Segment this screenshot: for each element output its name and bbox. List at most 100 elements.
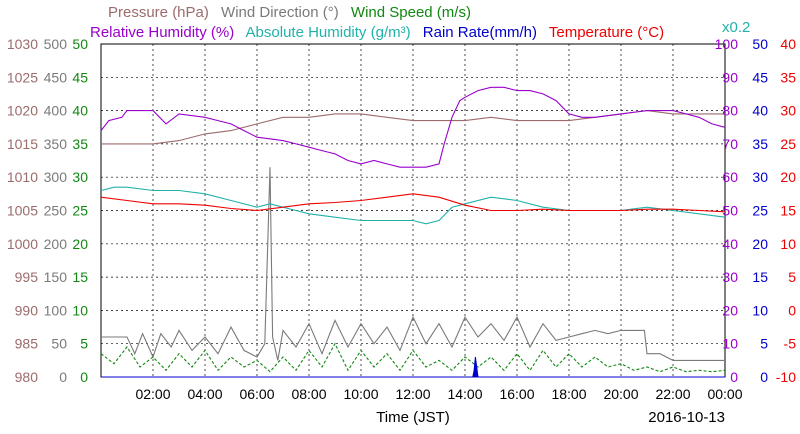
series-rain-rate (101, 356, 725, 378)
x-tick-label: 18:00 (551, 386, 586, 402)
y-tick-rain-rate: 0 (760, 369, 768, 385)
legend-rain-rate: Rain Rate(mm/h) (423, 24, 537, 41)
x-tick-label: 00:00 (707, 386, 742, 402)
y-tick-rain-rate: 45 (752, 69, 768, 85)
y-tick-wind-speed: 35 (72, 136, 88, 152)
x-tick-label: 06:00 (239, 386, 274, 402)
x-tick-label: 22:00 (655, 386, 690, 402)
legend-temperature: Temperature (°C) (549, 24, 664, 41)
y-tick-wind-speed: 40 (72, 103, 88, 119)
y-tick-wind-direction: 50 (51, 336, 67, 352)
y-tick-rain-rate: 20 (752, 236, 768, 252)
y-tick-wind-speed: 30 (72, 169, 88, 185)
x-tick-label: 12:00 (395, 386, 430, 402)
y-tick-rain-rate: 10 (752, 302, 768, 318)
y-tick-pressure: 985 (15, 336, 39, 352)
y-tick-pressure: 980 (15, 369, 39, 385)
y-tick-rain-rate: 40 (752, 103, 768, 119)
x-tick-label: 14:00 (447, 386, 482, 402)
y-tick-relative-humidity: 30 (722, 269, 738, 285)
y-tick-rain-rate: 50 (752, 36, 768, 52)
legend: Pressure (hPa) Wind Direction (°) Wind S… (90, 4, 750, 41)
y-tick-rain-rate: 30 (752, 169, 768, 185)
y-tick-temperature: 15 (780, 203, 796, 219)
x-tick-label: 04:00 (187, 386, 222, 402)
y-tick-wind-speed: 0 (80, 369, 88, 385)
y-tick-temperature: 20 (780, 169, 796, 185)
y-tick-relative-humidity: 50 (722, 203, 738, 219)
y-tick-wind-direction: 0 (59, 369, 67, 385)
y-tick-wind-speed: 20 (72, 236, 88, 252)
legend-pressure: Pressure (hPa) (108, 4, 209, 21)
y-tick-wind-speed: 25 (72, 203, 88, 219)
y-tick-wind-speed: 10 (72, 302, 88, 318)
y-tick-wind-speed: 50 (72, 36, 88, 52)
y-tick-pressure: 995 (15, 269, 39, 285)
y-tick-relative-humidity: 80 (722, 103, 738, 119)
y-tick-wind-direction: 250 (44, 203, 68, 219)
y-tick-temperature: 0 (788, 302, 796, 318)
y-tick-relative-humidity: 70 (722, 136, 738, 152)
y-tick-relative-humidity: 40 (722, 236, 738, 252)
x-tick-label: 20:00 (603, 386, 638, 402)
series-temperature (100, 193, 726, 213)
y-tick-rain-rate: 5 (760, 336, 768, 352)
y-tick-pressure: 1000 (7, 236, 38, 252)
y-tick-wind-direction: 200 (44, 236, 68, 252)
x-tick-label: 02:00 (135, 386, 170, 402)
y-tick-temperature: 25 (780, 136, 796, 152)
series-lines (100, 86, 726, 378)
y-tick-pressure: 1010 (7, 169, 38, 185)
y-tick-pressure: 1015 (7, 136, 38, 152)
x-tick-label: 08:00 (291, 386, 326, 402)
legend-row-1: Pressure (hPa) Wind Direction (°) Wind S… (108, 4, 471, 21)
y-tick-wind-speed: 5 (80, 336, 88, 352)
series-wind-direction (101, 167, 725, 361)
legend-wind-direction: Wind Direction (°) (221, 4, 339, 21)
y-tick-rain-rate: 25 (752, 203, 768, 219)
y-tick-wind-speed: 45 (72, 69, 88, 85)
legend-row-2: Relative Humidity (%) Absolute Humidity … (90, 24, 664, 41)
y-tick-wind-direction: 100 (44, 302, 68, 318)
y-tick-temperature: 10 (780, 236, 796, 252)
y-tick-relative-humidity: 60 (722, 169, 738, 185)
y-tick-wind-direction: 450 (44, 69, 68, 85)
y-tick-wind-direction: 150 (44, 269, 68, 285)
y-tick-temperature: 40 (780, 36, 796, 52)
y-tick-relative-humidity: 10 (722, 336, 738, 352)
y-tick-pressure: 1005 (7, 203, 38, 219)
y-tick-temperature: 30 (780, 103, 796, 119)
y-tick-temperature: 5 (788, 269, 796, 285)
axis-tick-labels: 1030102510201015101010051000995990985980… (7, 36, 796, 402)
y-tick-wind-direction: 400 (44, 103, 68, 119)
y-tick-pressure: 1020 (7, 103, 38, 119)
legend-absolute-humidity: Absolute Humidity (g/m³) (246, 24, 411, 41)
y-tick-pressure: 1030 (7, 36, 38, 52)
y-tick-relative-humidity: 20 (722, 302, 738, 318)
y-tick-rain-rate: 15 (752, 269, 768, 285)
x-tick-label: 16:00 (499, 386, 534, 402)
date-label: 2016-10-13 (648, 409, 725, 426)
y-tick-wind-direction: 350 (44, 136, 68, 152)
y-tick-relative-humidity: 100 (715, 36, 739, 52)
y-tick-relative-humidity: 90 (722, 69, 738, 85)
series-wind-speed (100, 342, 726, 373)
y-tick-temperature: -5 (784, 336, 797, 352)
legend-wind-speed: Wind Speed (m/s) (351, 4, 471, 21)
x-tick-label: 10:00 (343, 386, 378, 402)
y-tick-temperature: 35 (780, 69, 796, 85)
y-tick-wind-speed: 15 (72, 269, 88, 285)
y-tick-rain-rate: 35 (752, 136, 768, 152)
legend-relative-humidity: Relative Humidity (%) (90, 24, 234, 41)
series-relative-humidity (100, 86, 726, 168)
y-tick-wind-direction: 300 (44, 169, 68, 185)
y-tick-pressure: 1025 (7, 69, 38, 85)
y-tick-pressure: 990 (15, 302, 39, 318)
y-tick-temperature: -10 (776, 369, 796, 385)
y-tick-relative-humidity: 0 (730, 369, 738, 385)
y-tick-wind-direction: 500 (44, 36, 68, 52)
legend-scale-note: x0.2 (722, 19, 750, 36)
x-axis-label: Time (JST) (376, 409, 450, 426)
